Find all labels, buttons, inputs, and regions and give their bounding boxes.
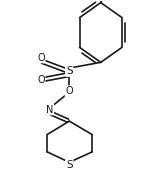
Text: O: O (37, 75, 45, 85)
Text: S: S (66, 160, 73, 170)
Text: S: S (66, 66, 73, 76)
Text: N: N (46, 105, 53, 114)
Text: O: O (66, 86, 73, 96)
Text: O: O (37, 53, 45, 62)
